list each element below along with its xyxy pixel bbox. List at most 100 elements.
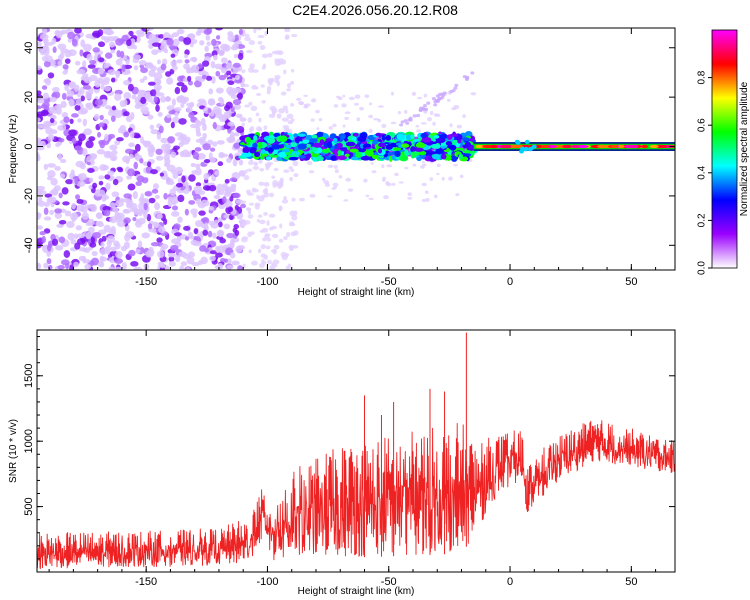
noise-blob — [37, 96, 45, 104]
noise-blob — [211, 76, 216, 84]
noise-blob — [160, 137, 169, 144]
noise-blob — [71, 38, 78, 47]
noise-blob — [156, 59, 161, 65]
noise-blob-faint — [383, 195, 389, 200]
noise-blob — [181, 175, 186, 183]
noise-blob-faint — [354, 102, 359, 106]
noise-blob — [219, 153, 228, 158]
noise-blob-faint — [293, 230, 299, 236]
noise-blob-faint — [258, 262, 265, 269]
noise-blob — [233, 224, 239, 230]
carrier-blob — [250, 147, 257, 154]
noise-blob — [47, 163, 56, 168]
noise-blob-faint — [316, 127, 320, 131]
noise-blob-faint — [282, 105, 288, 111]
carrier-blob — [265, 156, 272, 161]
noise-blob — [226, 258, 232, 264]
noise-blob-faint — [323, 180, 330, 185]
noise-blob — [234, 204, 240, 211]
noise-blob — [138, 89, 147, 95]
noise-blob-faint — [423, 93, 428, 98]
noise-blob — [231, 260, 240, 266]
carrier-blob — [449, 133, 459, 137]
noise-blob — [218, 74, 227, 81]
noise-blob — [175, 182, 184, 188]
noise-blob-faint — [250, 231, 255, 235]
noise-blob — [59, 158, 67, 164]
noise-blob — [150, 129, 159, 135]
noise-blob — [129, 130, 135, 139]
carrier-line-core — [562, 144, 572, 149]
noise-blob-faint — [373, 117, 380, 121]
noise-blob — [75, 194, 81, 200]
noise-blob — [203, 159, 211, 164]
noise-blob — [229, 131, 235, 138]
noise-blob — [224, 200, 233, 208]
noise-blob — [190, 208, 198, 215]
noise-blob — [207, 107, 212, 114]
colorbar-label: Normalized spectral amplitude — [739, 81, 750, 216]
noise-blob-faint — [416, 97, 423, 100]
noise-blob-faint — [286, 88, 292, 92]
noise-blob-faint — [271, 225, 277, 230]
carrier-blob — [278, 151, 288, 158]
noise-blob — [66, 220, 75, 229]
noise-blob — [51, 37, 57, 45]
noise-blob — [130, 261, 139, 267]
noise-blob — [61, 124, 67, 131]
carrier-line-core — [596, 144, 608, 149]
y-tick-label: -20 — [23, 188, 35, 204]
noise-blob — [154, 202, 161, 211]
noise-blob — [125, 59, 130, 65]
noise-blob-faint — [421, 182, 427, 187]
noise-blob — [195, 182, 202, 187]
noise-blob-faint — [420, 122, 427, 125]
carrier-blob — [435, 148, 443, 154]
noise-blob — [117, 110, 123, 115]
carrier-dip — [523, 146, 529, 151]
noise-blob — [152, 183, 160, 190]
carrier-blob — [288, 156, 299, 161]
noise-blob — [93, 113, 100, 121]
carrier-blob — [445, 141, 453, 146]
noise-blob — [180, 97, 187, 105]
carrier-blob — [405, 134, 412, 141]
noise-blob — [93, 54, 99, 63]
noise-blob — [101, 98, 108, 106]
carrier-line-core — [571, 144, 581, 149]
noise-blob — [214, 63, 223, 70]
carrier-blob — [344, 153, 350, 157]
noise-blob — [37, 111, 46, 117]
noise-blob — [37, 185, 46, 191]
noise-blob — [220, 57, 228, 64]
noise-blob — [50, 177, 58, 186]
drift-blob — [426, 101, 431, 105]
noise-blob-faint — [377, 118, 382, 123]
noise-blob — [233, 132, 240, 137]
noise-blob — [100, 241, 105, 248]
noise-blob-faint — [251, 84, 258, 90]
x-tick-label: -100 — [256, 576, 278, 588]
carrier-blob — [293, 133, 299, 138]
drift-blob — [439, 96, 444, 100]
noise-blob — [66, 90, 75, 97]
noise-blob-faint — [288, 223, 296, 227]
noise-blob — [156, 237, 163, 243]
noise-blob — [226, 70, 232, 76]
noise-blob — [87, 168, 95, 173]
noise-blob-faint — [296, 97, 302, 101]
carrier-blob — [309, 138, 319, 143]
noise-blob — [166, 113, 172, 119]
noise-blob — [168, 260, 176, 267]
noise-blob-faint — [277, 183, 282, 189]
noise-blob — [103, 224, 111, 233]
noise-blob-faint — [328, 125, 333, 130]
noise-blob-faint — [266, 163, 271, 169]
noise-blob — [177, 216, 183, 223]
noise-blob-faint — [282, 124, 290, 129]
colorbar-tick-label: 0.2 — [697, 213, 708, 227]
noise-blob — [110, 226, 116, 234]
noise-blob — [37, 65, 42, 71]
noise-blob-faint — [433, 194, 438, 199]
colorbar — [711, 29, 738, 269]
